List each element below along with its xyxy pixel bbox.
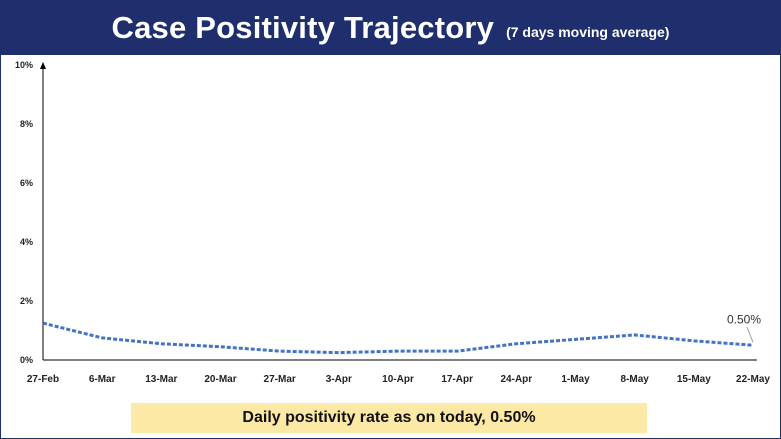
chart-title: Case Positivity Trajectory bbox=[111, 10, 495, 45]
y-tick-label: 10% bbox=[15, 60, 33, 70]
x-tick-label: 13-Mar bbox=[145, 374, 177, 385]
y-tick-label: 2% bbox=[20, 296, 33, 306]
y-tick-label: 4% bbox=[20, 237, 33, 247]
x-tick-label: 15-May bbox=[677, 374, 711, 385]
y-tick-label: 6% bbox=[20, 178, 33, 188]
x-axis: 27-Feb 6-Mar 13-Mar 20-Mar 27-Mar 3-Apr 10-Apr… bbox=[27, 359, 770, 385]
daily-positivity-note: Daily positivity rate as on today, 0.50% bbox=[131, 403, 647, 433]
x-tick-label: 6-Mar bbox=[89, 374, 116, 385]
y-tick-label: 0% bbox=[20, 355, 33, 365]
chart-subtitle: (7 days moving average) bbox=[506, 24, 670, 40]
x-tick-label: 8-May bbox=[620, 374, 649, 385]
y-axis: 0% 2% 4% 6% 8% 10% bbox=[15, 60, 46, 365]
x-tick-label: 10-Apr bbox=[382, 374, 414, 385]
x-tick-label: 27-Mar bbox=[264, 374, 296, 385]
series-line bbox=[42, 321, 754, 355]
y-tick-label: 8% bbox=[20, 119, 33, 129]
annotation-layer: 0.50% bbox=[727, 312, 761, 343]
data-label: 0.50% bbox=[727, 312, 761, 326]
series-layer bbox=[42, 321, 754, 355]
x-tick-label: 17-Apr bbox=[441, 374, 473, 385]
x-tick-label: 3-Apr bbox=[326, 374, 352, 385]
annotation-leader-line bbox=[746, 327, 754, 343]
x-tick-label: 24-Apr bbox=[500, 374, 532, 385]
x-tick-label: 1-May bbox=[561, 374, 590, 385]
y-axis-arrow-icon bbox=[40, 62, 46, 69]
title-banner: Case Positivity Trajectory (7 days movin… bbox=[1, 1, 780, 55]
x-tick-label: 27-Feb bbox=[27, 374, 59, 385]
positivity-line-chart: 0%2%4%6%8%10% 27-Feb 6-Mar 13-Mar 20-Mar 27-… bbox=[15, 60, 770, 385]
x-tick-label: 22-May bbox=[736, 374, 770, 385]
x-tick-label: 20-Mar bbox=[204, 374, 236, 385]
